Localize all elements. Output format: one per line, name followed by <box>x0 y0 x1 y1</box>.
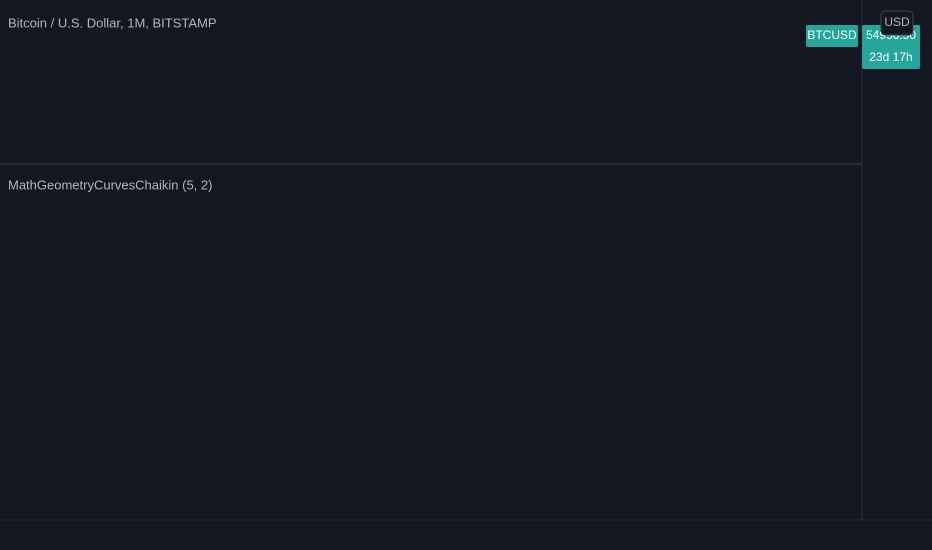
currency-button-text[interactable]: USD <box>884 15 910 29</box>
symbol-badge-text: BTCUSD <box>807 28 857 42</box>
last-price-badge <box>862 25 920 69</box>
symbol-title: Bitcoin / U.S. Dollar, 1M, BITSTAMP <box>8 15 217 30</box>
indicator-title: MathGeometryCurvesChaikin (5, 2) <box>8 177 212 192</box>
countdown-text: 23d 17h <box>869 50 912 64</box>
currency-button[interactable] <box>880 10 914 36</box>
symbol-badge <box>806 25 858 47</box>
